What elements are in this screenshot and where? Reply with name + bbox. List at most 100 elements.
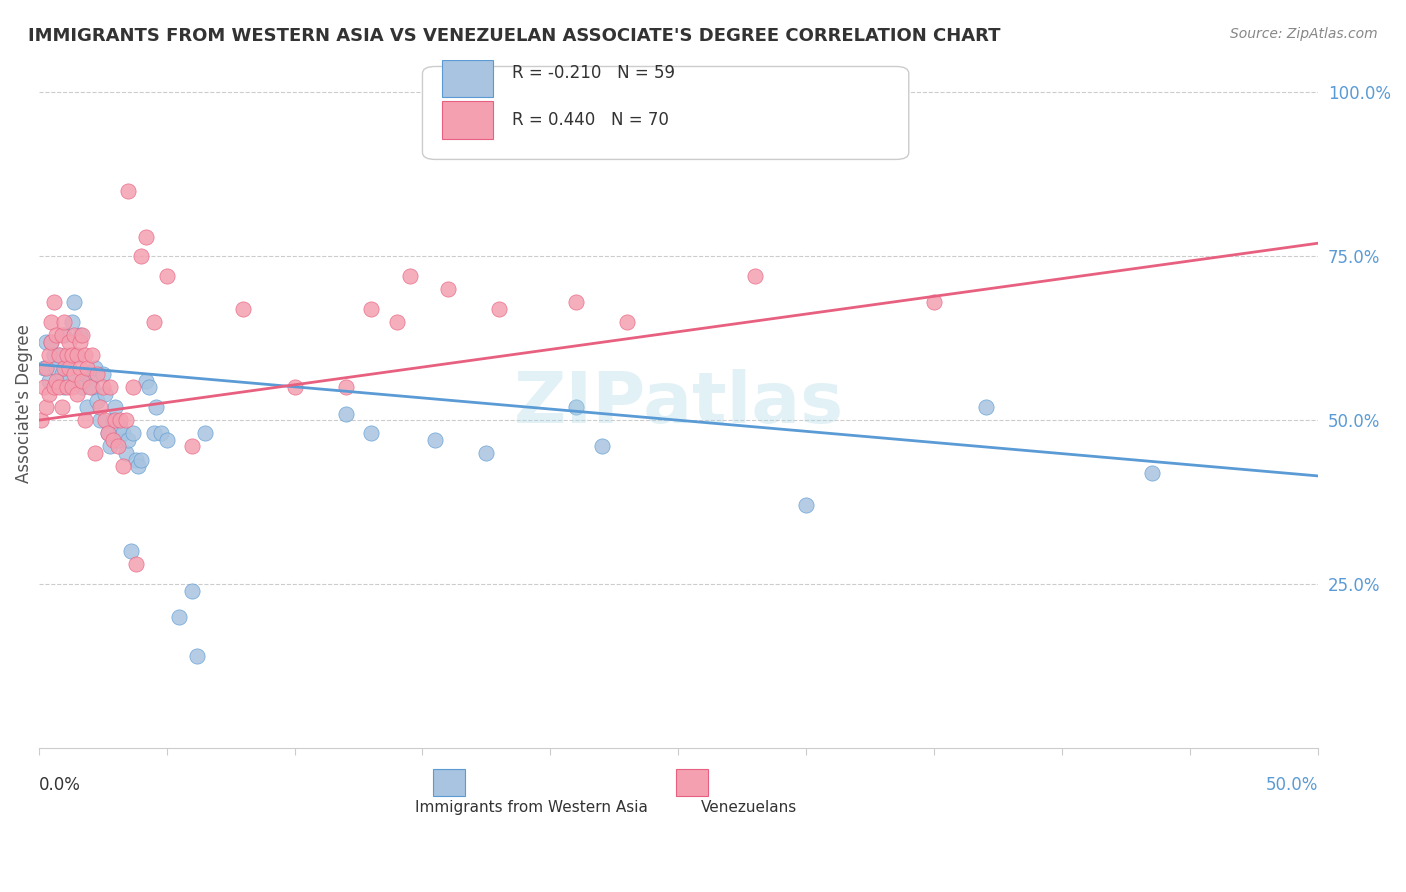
Point (194, 426, 217, 441)
Point (63, 328, 86, 343)
Point (107, 433, 129, 447)
Point (129, 249, 152, 263)
Point (76, 360, 98, 375)
Point (35, 334, 58, 349)
Point (142, 426, 165, 441)
Point (76, 400, 98, 414)
Point (60, 380, 83, 394)
Point (63, 295, 86, 310)
Point (110, 419, 132, 434)
Point (94, 387, 117, 401)
Point (89, 400, 111, 414)
Point (73, 348, 96, 362)
Point (335, 380, 357, 394)
Point (42, 295, 65, 310)
Point (42, 380, 65, 394)
Bar (441, 60, 494, 97)
Point (32, 380, 55, 394)
Point (125, 558, 148, 572)
Text: Immigrants from Western Asia: Immigrants from Western Asia (415, 800, 648, 814)
Point (104, 400, 127, 414)
Point (283, 380, 305, 394)
Point (45, 328, 67, 343)
Point (437, 282, 460, 296)
Point (82, 348, 104, 362)
Text: R = -0.210   N = 59: R = -0.210 N = 59 (512, 64, 675, 82)
Point (70, 328, 93, 343)
Point (69, 328, 91, 343)
Point (42, 348, 65, 362)
Point (110, 413, 132, 427)
FancyBboxPatch shape (422, 67, 908, 160)
Point (127, 459, 149, 474)
Point (117, 184, 139, 198)
Point (796, 499, 818, 513)
Point (744, 268, 766, 283)
Point (69, 360, 91, 375)
Point (398, 268, 420, 283)
Point (155, 433, 177, 447)
Y-axis label: Associate's Degree: Associate's Degree (15, 325, 32, 483)
Point (73, 413, 96, 427)
Point (111, 459, 134, 474)
Point (38, 387, 60, 401)
Point (30, 413, 52, 427)
Point (48, 380, 70, 394)
Point (565, 295, 588, 310)
Point (122, 426, 145, 441)
Point (169, 610, 191, 624)
Point (122, 380, 145, 394)
Text: Venezuelans: Venezuelans (700, 800, 797, 814)
Point (155, 268, 177, 283)
Point (53, 380, 76, 394)
Point (591, 439, 613, 453)
Point (82, 380, 104, 394)
Point (58, 360, 80, 375)
Point (66, 348, 89, 362)
Point (97, 426, 120, 441)
Point (135, 229, 157, 244)
Point (101, 433, 124, 447)
Point (55, 380, 77, 394)
Point (53, 360, 76, 375)
Text: 50.0%: 50.0% (1265, 775, 1319, 794)
Point (55, 348, 77, 362)
Point (125, 452, 148, 467)
Point (86, 393, 108, 408)
Point (79, 380, 101, 394)
Point (48, 348, 70, 362)
Point (135, 374, 157, 388)
Point (91, 368, 114, 382)
Point (385, 315, 408, 329)
Bar (433, 769, 465, 797)
Point (32, 360, 55, 375)
Point (360, 426, 382, 441)
Point (181, 439, 204, 453)
Text: ZIPatlas: ZIPatlas (513, 369, 844, 438)
Point (60, 315, 83, 329)
Point (48, 348, 70, 362)
Point (41, 315, 63, 329)
Text: 0.0%: 0.0% (38, 775, 80, 794)
Point (51, 400, 73, 414)
Bar (676, 769, 707, 797)
Point (924, 295, 946, 310)
Point (974, 400, 997, 414)
Point (1140, 466, 1163, 480)
Point (114, 413, 136, 427)
Point (98, 380, 121, 394)
Point (150, 426, 173, 441)
Point (360, 301, 382, 316)
Point (335, 407, 357, 421)
Text: R = 0.440   N = 70: R = 0.440 N = 70 (512, 112, 669, 129)
Point (232, 301, 254, 316)
Point (488, 301, 510, 316)
Point (94, 413, 117, 427)
Point (63, 368, 86, 382)
Point (70, 380, 93, 394)
Point (55, 360, 77, 375)
Point (41, 334, 63, 349)
Point (41, 334, 63, 349)
Point (53, 315, 76, 329)
Text: IMMIGRANTS FROM WESTERN ASIA VS VENEZUELAN ASSOCIATE'S DEGREE CORRELATION CHART: IMMIGRANTS FROM WESTERN ASIA VS VENEZUEL… (28, 27, 1001, 45)
